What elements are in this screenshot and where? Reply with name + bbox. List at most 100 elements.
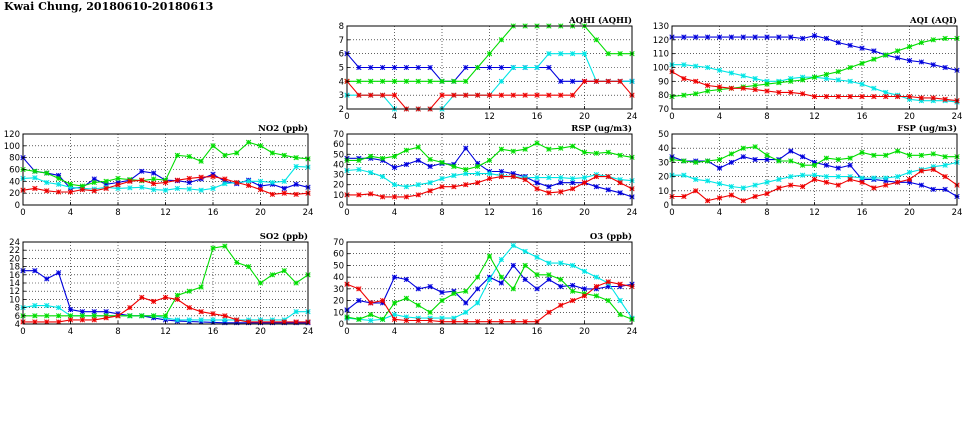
data-point — [281, 178, 287, 184]
data-point — [510, 319, 516, 325]
y-tick-label: 8 — [339, 22, 344, 32]
data-point — [463, 166, 469, 173]
data-point — [510, 92, 516, 98]
data-point — [245, 263, 252, 270]
data-point — [558, 189, 564, 195]
data-point — [605, 187, 611, 193]
x-tick-label: 12 — [484, 208, 495, 218]
data-point — [740, 34, 746, 40]
data-point — [139, 177, 145, 183]
data-point — [581, 293, 588, 299]
data-point — [605, 51, 611, 57]
data-point — [728, 183, 735, 190]
x-tick-label: 20 — [579, 208, 590, 218]
data-point — [823, 179, 830, 185]
data-point — [823, 162, 830, 168]
series-red — [669, 68, 960, 104]
x-tick-label: 0 — [344, 112, 349, 122]
data-point — [894, 148, 901, 154]
page-title: Kwai Chung, 20180610-20180613 — [4, 0, 214, 13]
data-point — [150, 186, 157, 193]
data-point — [403, 317, 410, 324]
data-point — [356, 166, 362, 173]
data-point — [728, 159, 735, 166]
x-tick-label: 0 — [669, 208, 674, 218]
data-point — [942, 173, 948, 180]
x-tick-label: 4 — [68, 208, 73, 218]
data-point — [617, 190, 623, 196]
data-point — [593, 283, 600, 290]
y-tick-label: 24 — [9, 238, 20, 248]
data-point — [811, 176, 818, 183]
data-point — [174, 152, 181, 158]
data-point — [859, 45, 865, 51]
data-point — [451, 163, 457, 170]
y-tick-label: 20 — [333, 297, 344, 307]
data-point — [245, 178, 252, 184]
data-point — [293, 163, 299, 170]
data-point — [859, 179, 865, 185]
data-point — [546, 64, 552, 71]
data-point — [681, 75, 687, 82]
data-point — [32, 268, 38, 274]
data-point — [894, 173, 901, 180]
data-point — [728, 85, 735, 91]
data-point — [356, 192, 362, 198]
data-point — [379, 297, 386, 304]
data-point — [546, 276, 552, 283]
x-tick-label: 4 — [717, 112, 722, 122]
data-point — [593, 184, 600, 190]
data-point — [534, 186, 540, 192]
y-tick-label: 130 — [653, 22, 669, 32]
data-point — [799, 183, 806, 190]
data-point — [930, 37, 936, 43]
data-point — [55, 270, 62, 276]
data-point — [522, 262, 528, 269]
data-point — [451, 92, 457, 98]
y-tick-label: 90 — [658, 77, 669, 87]
data-point — [127, 185, 133, 191]
x-tick-label: 8 — [439, 208, 444, 218]
data-point — [716, 67, 723, 73]
data-point — [368, 311, 374, 318]
data-point — [368, 300, 374, 306]
data-point — [356, 286, 362, 292]
chart-title: AQI (AQI) — [909, 15, 957, 26]
y-tick-label: 30 — [333, 285, 344, 295]
data-point — [752, 75, 758, 82]
data-point — [693, 91, 699, 97]
data-point — [356, 78, 362, 84]
y-tick-label: 40 — [9, 177, 20, 187]
data-point — [439, 159, 445, 166]
data-point — [716, 165, 723, 171]
data-point — [871, 48, 877, 54]
data-point — [427, 309, 433, 315]
x-tick-label: 16 — [532, 208, 543, 218]
y-tick-label: 10 — [333, 308, 344, 318]
data-point — [498, 256, 505, 263]
data-point — [883, 52, 889, 58]
data-point — [403, 64, 410, 71]
x-tick-label: 8 — [115, 208, 120, 218]
y-tick-label: 120 — [653, 36, 669, 46]
data-point — [257, 280, 264, 286]
chart-title: FSP (ug/m3) — [897, 123, 957, 134]
data-point — [918, 95, 925, 101]
data-point — [150, 298, 157, 305]
data-point — [32, 185, 38, 192]
data-point — [823, 75, 830, 82]
data-point — [210, 245, 216, 251]
data-point — [799, 77, 806, 83]
data-point — [127, 304, 133, 311]
data-point — [474, 300, 481, 306]
data-point — [942, 162, 948, 168]
data-point — [368, 153, 374, 159]
data-point — [91, 188, 97, 194]
data-point — [569, 297, 576, 304]
data-point — [368, 78, 374, 84]
y-tick-label: 10 — [333, 191, 344, 201]
data-point — [569, 180, 576, 186]
data-point — [379, 173, 386, 180]
data-point — [139, 184, 145, 190]
